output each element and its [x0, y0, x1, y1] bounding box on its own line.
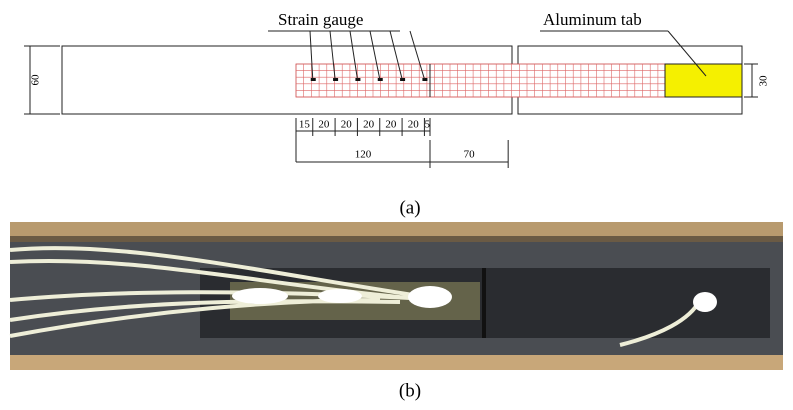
wood-strip [10, 222, 783, 236]
spacing-label: 15 [299, 119, 311, 131]
spacing-label: 20 [385, 119, 397, 131]
wood-strip [10, 355, 783, 370]
spacing-label: 20 [363, 119, 375, 131]
spacing-label: 20 [341, 119, 353, 131]
edge [10, 236, 783, 242]
figure: 60 30 Strain gauge Aluminum tab 15 20 20 20… [0, 0, 793, 410]
dimensions: 15 20 20 20 20 20 5 120 70 [296, 118, 508, 168]
gauge [333, 78, 338, 81]
specimen-diagram: 60 30 Strain gauge Aluminum tab 15 20 20 20… [24, 10, 770, 168]
adhesive [408, 286, 452, 308]
length-label: 70 [464, 149, 476, 161]
gauge [378, 78, 383, 81]
panel-label: (a) [399, 197, 420, 218]
photo [10, 222, 783, 370]
gauge [355, 78, 360, 81]
tab-width-label: 30 [758, 75, 770, 87]
gauge [400, 78, 405, 81]
aluminum-tab-label: Aluminum tab [543, 10, 642, 29]
gauge [311, 78, 316, 81]
spacing-label: 20 [318, 119, 330, 131]
spacing-label: 5 [424, 119, 430, 131]
width-label: 60 [30, 74, 42, 86]
gauge [422, 78, 427, 81]
adhesive [693, 292, 717, 312]
aluminum-tab [665, 64, 742, 97]
strain-gauge-label: Strain gauge [278, 10, 363, 29]
adhesive [318, 289, 362, 303]
length-label: 120 [355, 149, 372, 161]
spacing-label: 20 [408, 119, 420, 131]
adhesive [232, 288, 288, 304]
panel-label: (b) [399, 380, 421, 401]
